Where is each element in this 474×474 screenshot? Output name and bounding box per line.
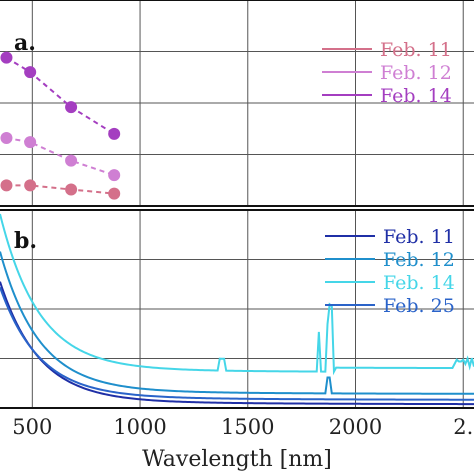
legend-label: Feb. 12	[380, 62, 452, 84]
series-line-3	[5, 56, 115, 135]
legend-label: Feb. 14	[380, 85, 452, 107]
data-point	[65, 183, 78, 196]
x-tick-label: 1500	[221, 415, 274, 439]
data-point	[24, 179, 37, 192]
spectrum-line-2	[0, 251, 474, 395]
data-point	[65, 101, 78, 114]
data-point	[108, 187, 121, 200]
legend-label: Feb. 14	[383, 272, 455, 294]
series-line-2	[6, 137, 115, 177]
data-point	[24, 136, 37, 149]
x-tick-label: 2.	[453, 415, 473, 439]
x-tick-label: 2000	[329, 415, 382, 439]
data-point	[24, 66, 37, 79]
series-line-1	[6, 184, 115, 195]
data-point	[108, 169, 121, 182]
data-point	[65, 154, 78, 167]
data-point	[0, 51, 13, 64]
x-tick-label: 500	[12, 415, 52, 439]
panel-label: a.	[14, 30, 36, 56]
legend-label: Feb. 11	[380, 39, 452, 61]
panel-label: b.	[14, 228, 37, 254]
data-point	[0, 132, 13, 145]
x-axis: 500 1000 1500 2000 2. Wavelength [nm]	[12, 415, 473, 472]
legend-label: Feb. 11	[383, 226, 455, 248]
spectrum-line-4	[0, 286, 474, 401]
x-axis-title: Wavelength [nm]	[142, 447, 332, 472]
spectrum-line-3	[0, 213, 474, 376]
panel-frame	[0, 0, 474, 207]
data-point	[0, 179, 13, 192]
x-tick-label: 1000	[113, 415, 166, 439]
legend-label: Feb. 25	[383, 295, 455, 317]
spectrum-line-1	[0, 281, 474, 406]
legend-label: Feb. 12	[383, 249, 455, 271]
panel-frame	[0, 209, 474, 409]
data-point	[108, 127, 121, 140]
